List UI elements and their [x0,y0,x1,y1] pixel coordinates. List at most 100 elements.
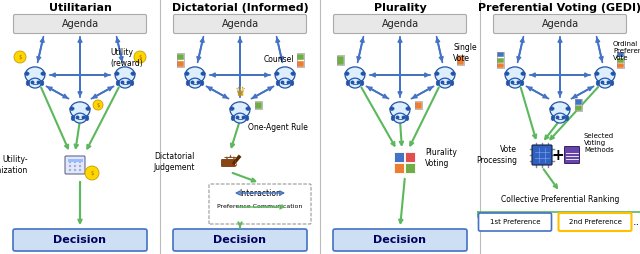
Ellipse shape [25,72,29,75]
Bar [616,52,623,68]
Bar [405,163,415,173]
Ellipse shape [611,72,615,75]
Text: Agenda: Agenda [541,19,579,29]
Bar [296,54,303,60]
Text: 2nd Preference: 2nd Preference [568,219,621,225]
Text: Preference Communication: Preference Communication [218,204,303,210]
Ellipse shape [505,72,509,75]
Bar [497,52,504,57]
Ellipse shape [390,107,394,110]
Bar [337,55,344,65]
Text: Decision: Decision [214,235,266,245]
Ellipse shape [74,113,86,123]
Circle shape [14,51,26,63]
Text: +: + [552,148,564,163]
Text: Utility
(reward): Utility (reward) [110,48,143,68]
Circle shape [79,161,81,163]
Ellipse shape [246,107,250,110]
Ellipse shape [406,107,410,110]
FancyBboxPatch shape [221,160,234,167]
Bar [497,58,504,63]
Text: Utilitarian: Utilitarian [49,3,111,13]
Text: Agenda: Agenda [381,19,419,29]
FancyBboxPatch shape [493,14,627,34]
Ellipse shape [406,116,409,121]
Ellipse shape [551,116,554,121]
Bar [394,152,404,162]
Text: Plurality: Plurality [374,3,426,13]
Ellipse shape [230,102,250,118]
Ellipse shape [554,113,566,123]
Bar [415,101,422,109]
Circle shape [79,165,81,167]
Ellipse shape [596,81,600,86]
Bar [296,60,303,67]
Bar [177,60,184,67]
Bar [616,52,623,57]
Ellipse shape [361,72,365,75]
Text: Interaction: Interaction [239,188,281,198]
Bar [337,56,344,65]
Ellipse shape [360,81,364,86]
Bar [575,105,582,111]
Ellipse shape [278,78,291,88]
Ellipse shape [131,72,135,75]
Text: 1st Preference: 1st Preference [490,219,540,225]
Text: Utility-
maximization: Utility- maximization [0,155,28,175]
Ellipse shape [201,72,205,75]
Text: Agenda: Agenda [221,19,259,29]
Text: Dictatorial (Informed): Dictatorial (Informed) [172,3,308,13]
Ellipse shape [291,81,294,86]
Ellipse shape [345,72,349,75]
Ellipse shape [349,78,362,88]
Text: ♛: ♛ [234,86,246,99]
Ellipse shape [29,78,42,88]
Ellipse shape [234,113,246,123]
Ellipse shape [521,72,525,75]
Bar [575,99,582,111]
Bar [405,152,415,162]
Ellipse shape [25,67,45,83]
Ellipse shape [116,81,120,86]
Bar [255,101,262,109]
Ellipse shape [115,67,135,83]
Ellipse shape [595,72,599,75]
FancyBboxPatch shape [13,229,147,251]
Bar [616,63,623,68]
Bar [497,52,504,68]
Ellipse shape [435,72,439,75]
Text: Decision: Decision [54,235,106,245]
Text: $: $ [138,55,141,59]
FancyBboxPatch shape [173,229,307,251]
Circle shape [79,169,81,171]
Text: Dictatorial
Judgement: Dictatorial Judgement [154,152,195,172]
Ellipse shape [230,107,234,110]
Ellipse shape [550,107,554,110]
Text: Agenda: Agenda [61,19,99,29]
Circle shape [69,165,71,167]
Ellipse shape [70,102,90,118]
Ellipse shape [391,116,394,121]
Ellipse shape [41,72,45,75]
FancyBboxPatch shape [532,145,552,165]
Text: Single
Vote: Single Vote [453,43,477,63]
Bar [575,100,582,105]
FancyBboxPatch shape [333,229,467,251]
FancyBboxPatch shape [333,14,467,34]
Text: Collective Preferential Ranking: Collective Preferential Ranking [501,196,619,204]
Text: Preferential Voting (GEDI): Preferential Voting (GEDI) [479,3,640,13]
Bar [255,102,262,109]
FancyBboxPatch shape [13,14,147,34]
Ellipse shape [566,107,570,110]
Text: Decision: Decision [374,235,426,245]
Ellipse shape [26,81,29,86]
Ellipse shape [451,72,455,75]
Bar [415,102,422,109]
Ellipse shape [40,81,44,86]
Ellipse shape [71,116,74,121]
Ellipse shape [505,67,525,83]
Circle shape [85,166,99,180]
Ellipse shape [186,81,189,86]
Ellipse shape [189,78,202,88]
Bar [177,53,184,67]
